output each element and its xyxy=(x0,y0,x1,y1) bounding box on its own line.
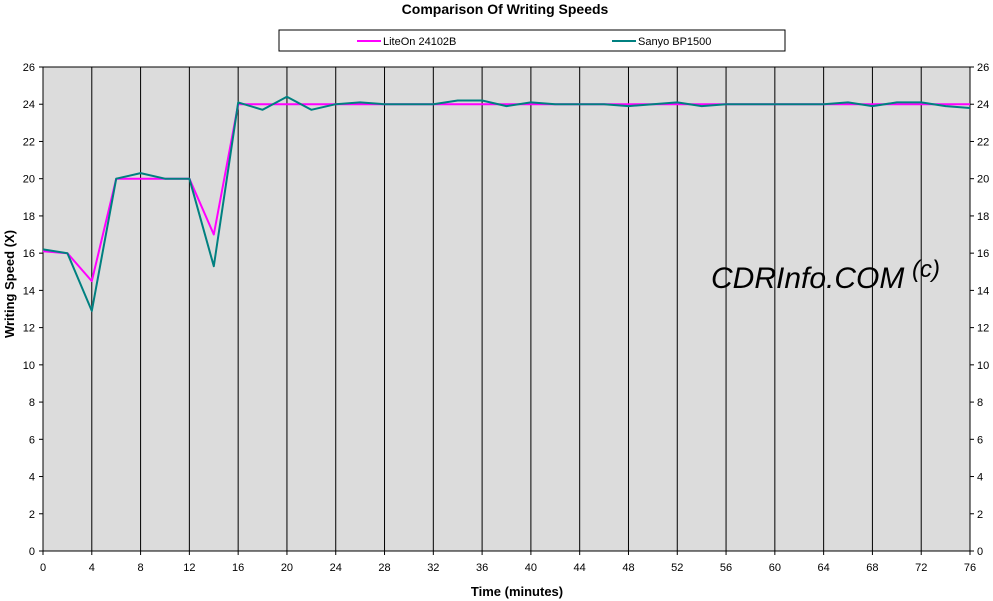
y-axis-title: Writing Speed (X) xyxy=(2,230,17,338)
x-axis-title: Time (minutes) xyxy=(471,584,563,599)
x-tick-label: 48 xyxy=(622,562,634,574)
y-tick-label-right: 22 xyxy=(977,136,989,148)
y-tick-label-left: 16 xyxy=(23,248,35,260)
y-tick-label-right: 18 xyxy=(977,211,989,223)
x-tick-label: 72 xyxy=(915,562,927,574)
y-tick-label-right: 6 xyxy=(977,434,983,446)
x-tick-label: 12 xyxy=(183,562,195,574)
grid xyxy=(91,67,922,551)
x-tick-label: 44 xyxy=(574,562,586,574)
y-tick-label-right: 12 xyxy=(977,323,989,335)
y-tick-label-right: 26 xyxy=(977,62,989,74)
x-tick-label: 52 xyxy=(671,562,683,574)
y-tick-label-left: 20 xyxy=(23,174,35,186)
legend-label-sanyo: Sanyo BP1500 xyxy=(638,36,711,48)
x-tick-label: 24 xyxy=(330,562,342,574)
series-lines xyxy=(42,95,971,312)
y-tick-label-left: 0 xyxy=(29,546,35,558)
y-tick-label-right: 4 xyxy=(977,472,983,484)
y-tick-label-right: 0 xyxy=(977,546,983,558)
plot-area xyxy=(43,67,970,551)
legend-box xyxy=(278,29,786,52)
y-tick-label-left: 14 xyxy=(23,285,35,297)
legend-label-liteon: LiteOn 24102B xyxy=(383,36,456,48)
y-tick-label-right: 10 xyxy=(977,360,989,372)
y-tick-label-right: 14 xyxy=(977,285,989,297)
x-tick-label: 36 xyxy=(476,562,488,574)
x-tick-label: 68 xyxy=(866,562,878,574)
chart-title: Comparison Of Writing Speeds xyxy=(402,1,609,17)
x-tick-label: 16 xyxy=(232,562,244,574)
y-tick-label-right: 8 xyxy=(977,397,983,409)
y-tick-label-left: 4 xyxy=(29,472,35,484)
y-tick-label-left: 8 xyxy=(29,397,35,409)
watermark: CDRInfo.COM (c) xyxy=(711,256,940,295)
x-tick-label: 20 xyxy=(281,562,293,574)
x-tick-label: 60 xyxy=(769,562,781,574)
series-line-1 xyxy=(42,95,971,312)
y-tick-label-left: 2 xyxy=(29,509,35,521)
y-tick-label-left: 26 xyxy=(23,62,35,74)
y-tick-label-left: 22 xyxy=(23,136,35,148)
watermark-text: CDRInfo.COM xyxy=(711,262,904,295)
x-tick-label: 0 xyxy=(40,562,46,574)
y-tick-label-right: 16 xyxy=(977,248,989,260)
y-tick-label-left: 6 xyxy=(29,434,35,446)
x-tick-label: 40 xyxy=(525,562,537,574)
y-tick-label-right: 20 xyxy=(977,174,989,186)
y-tick-label-left: 12 xyxy=(23,323,35,335)
legend: LiteOn 24102B Sanyo BP1500 xyxy=(278,29,786,52)
axes xyxy=(42,66,971,552)
plot-border xyxy=(42,66,971,552)
x-tick-label: 76 xyxy=(964,562,976,574)
y-tick-label-left: 10 xyxy=(23,360,35,372)
y-tick-label-right: 2 xyxy=(977,509,983,521)
x-tick-label: 28 xyxy=(378,562,390,574)
x-tick-label: 8 xyxy=(138,562,144,574)
y-tick-label-left: 24 xyxy=(23,99,35,111)
x-tick-label: 64 xyxy=(818,562,830,574)
watermark-superscript: (c) xyxy=(912,256,940,283)
y-tick-label-right: 24 xyxy=(977,99,989,111)
x-tick-label: 56 xyxy=(720,562,732,574)
y-tick-label-left: 18 xyxy=(23,211,35,223)
x-tick-label: 32 xyxy=(427,562,439,574)
x-tick-label: 4 xyxy=(89,562,95,574)
